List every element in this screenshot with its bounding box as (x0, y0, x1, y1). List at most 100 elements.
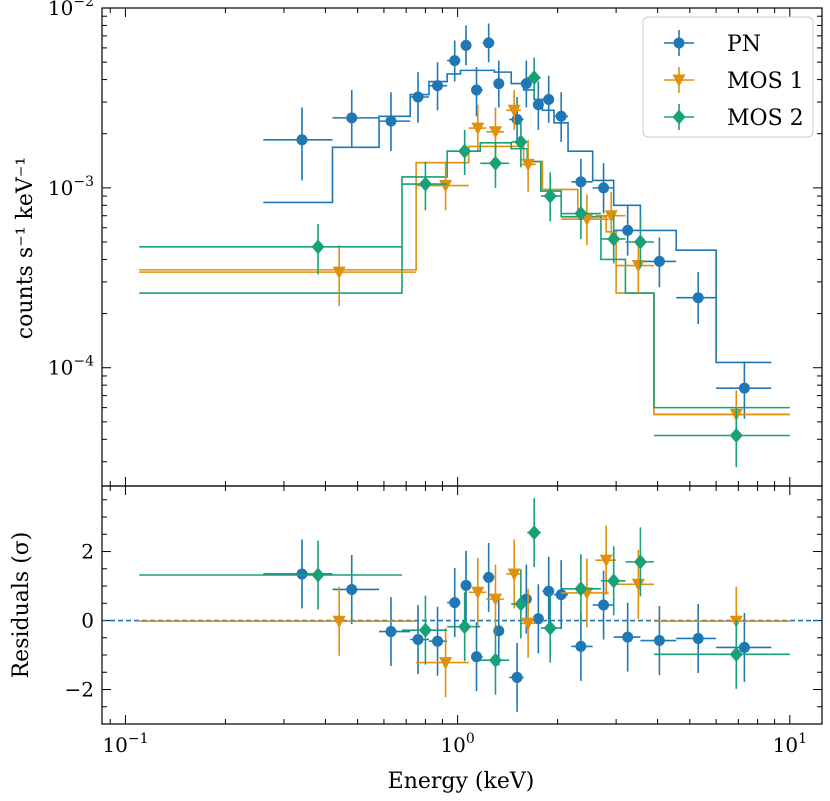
pn-data-point (622, 224, 634, 236)
pn-data-point (493, 78, 505, 90)
pn-data-point (738, 382, 750, 394)
mos1-data-point (631, 260, 645, 273)
mos1-legend-marker (672, 74, 686, 87)
residual-plot-frame (101, 485, 823, 725)
pn-residual-point (511, 671, 523, 683)
mos2-data-point (488, 155, 502, 171)
mos2-data-point (514, 134, 528, 150)
y-tick-label: 2 (81, 540, 94, 564)
pn-data-point (412, 91, 424, 103)
pn-data-point (385, 115, 397, 127)
residual-y-axis-label: Residuals (σ) (9, 532, 34, 679)
y-tick-label: 0 (81, 609, 94, 633)
pn-data-point (471, 84, 483, 96)
pn-residual-point (483, 571, 495, 583)
y-tick-label: −2 (65, 678, 94, 702)
x-axis-label: Energy (keV) (388, 769, 535, 794)
y-tick-label: 10−2 (48, 0, 94, 20)
pn-data-point (653, 255, 665, 267)
pn-residual-point (598, 599, 610, 611)
pn-residual-point (555, 589, 567, 601)
residual-panel: 10−1 100 101 −2 0 2 (65, 485, 823, 757)
mos2-data-point (543, 188, 557, 204)
pn-residual-point (412, 633, 424, 645)
mos2-residual-point (729, 646, 743, 662)
pn-legend-marker (673, 37, 685, 49)
pn-residual-point (449, 597, 461, 609)
legend: PN MOS 1 MOS 2 (642, 16, 814, 138)
mos2-residual-point (458, 619, 472, 635)
pn-legend-label: PN (727, 32, 761, 57)
pn-data-point (692, 292, 704, 304)
pn-residual-point (385, 626, 397, 638)
pn-residual-point (692, 632, 704, 644)
pn-residual-point (543, 585, 555, 597)
mos2-residual-point (543, 620, 557, 636)
mos1-residual-point (488, 593, 502, 607)
mos2-residual-point (574, 581, 588, 597)
pn-data-point (598, 182, 610, 194)
mos1-residual-point (439, 657, 453, 670)
pn-residual-point (622, 631, 634, 643)
mos2-residual-point (633, 554, 647, 570)
mos2-residual-point (514, 596, 528, 612)
mos1-residual-point (521, 617, 535, 631)
mos2-residual-point (488, 652, 502, 668)
y-tick-label: 10−3 (48, 174, 94, 200)
spectrum-y-axis-label: counts s⁻¹ keV⁻¹ (13, 157, 38, 339)
mos1-data-point (521, 158, 535, 172)
mos2-data-point (574, 206, 588, 222)
mos1-data-point (439, 180, 453, 193)
mos2-model-line (139, 142, 790, 409)
pn-residual-point (575, 640, 587, 652)
mos2-legend-label: MOS 2 (727, 106, 804, 131)
y-tick-label: 10−4 (48, 354, 94, 380)
mos1-residual-point (332, 615, 346, 629)
mos2-residual-point (527, 525, 541, 541)
pn-data-point (483, 37, 495, 49)
mos2-data-point (633, 234, 647, 250)
mos2-residual-point (311, 567, 325, 583)
mos1-legend-label: MOS 1 (727, 69, 804, 94)
mos2-data-point (418, 176, 432, 192)
mos1-residual-point (471, 586, 485, 600)
pn-data-point (296, 134, 308, 146)
pn-residual-point (738, 641, 750, 653)
mos1-data-point (471, 122, 485, 136)
mos1-model-line (139, 145, 790, 416)
pn-residual-point (460, 579, 472, 591)
pn-residual-point (653, 635, 665, 647)
pn-data-point (575, 176, 587, 188)
pn-data-point (449, 55, 461, 67)
mos2-residual-point (607, 573, 621, 589)
mos2-data-point (729, 427, 743, 443)
legend-box (642, 16, 814, 138)
pn-data-point (543, 93, 555, 105)
mos1-residual-point (507, 568, 521, 581)
pn-data-point (520, 78, 532, 90)
pn-data-point (532, 99, 544, 111)
mos2-data-point (527, 70, 541, 86)
pn-residual-point (346, 583, 358, 595)
pn-residual-point (296, 568, 308, 580)
mos1-residual-point (631, 578, 645, 592)
spectrum-panel: 10−4 10−3 10−2 (48, 0, 823, 487)
mos1-residual-point (599, 554, 613, 568)
mos2-data-point (311, 239, 325, 255)
x-tick-label: 101 (773, 731, 807, 757)
mos2-data-point (458, 143, 472, 159)
pn-residual-point (532, 613, 544, 625)
pn-residual-point (471, 651, 483, 663)
pn-data-point (460, 39, 472, 51)
x-tick-label: 100 (440, 731, 474, 757)
pn-data-point (346, 112, 358, 124)
mos2-residual-point (418, 622, 432, 638)
x-tick-label: 10−1 (102, 731, 148, 757)
mos1-data-point (507, 104, 521, 118)
mos2-data-point (607, 231, 621, 247)
mos2-legend-marker (672, 109, 686, 125)
pn-residual-point (432, 635, 444, 647)
mos1-data-point (488, 126, 502, 139)
mos1-data-point (604, 210, 618, 223)
